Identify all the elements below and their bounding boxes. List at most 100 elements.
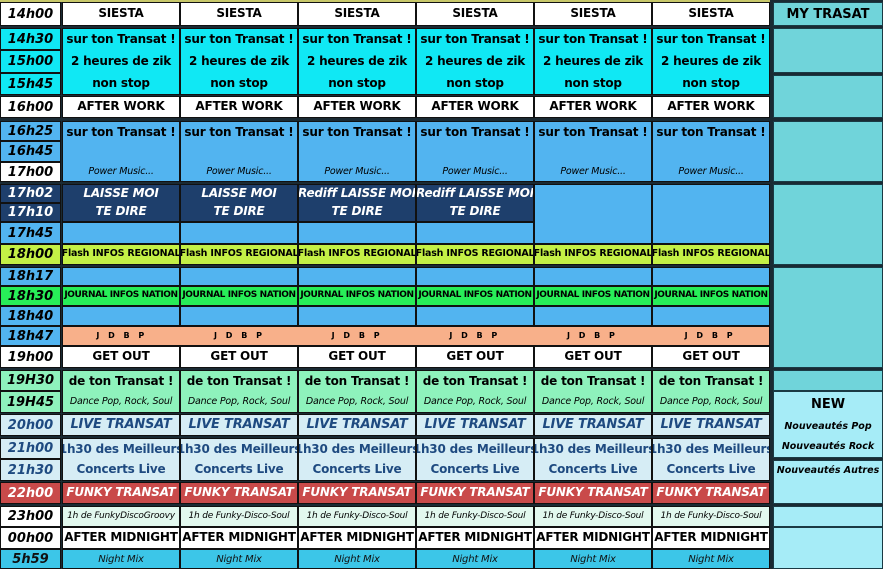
program-block[interactable]: AFTER MIDNIGHT xyxy=(62,527,180,549)
program-block[interactable]: LIVE TRANSAT xyxy=(416,414,534,436)
program-block[interactable]: Flash INFOS REGIONAL xyxy=(416,244,534,265)
program-block[interactable]: LIVE TRANSAT xyxy=(298,414,416,436)
program-block[interactable]: AFTER WORK xyxy=(534,96,652,118)
program-block[interactable] xyxy=(180,306,298,326)
program-block[interactable] xyxy=(416,267,534,286)
program-block[interactable]: de ton Transat ! Dance Pop, Rock, Soul xyxy=(180,370,298,413)
program-block[interactable]: 1h30 des Meilleurs Concerts Live xyxy=(534,438,652,481)
program-block[interactable]: sur ton Transat ! Power Music... xyxy=(180,121,298,182)
program-block[interactable]: FUNKY TRANSAT xyxy=(298,482,416,504)
program-block[interactable]: sur ton Transat ! Power Music... xyxy=(298,121,416,182)
program-block[interactable]: 1h30 des Meilleurs Concerts Live xyxy=(62,438,180,481)
program-block[interactable]: AFTER MIDNIGHT xyxy=(534,527,652,549)
program-block[interactable]: SIESTA xyxy=(62,2,180,26)
program-block[interactable]: 1h de Funky-Disco-Soul xyxy=(180,506,298,527)
program-block[interactable]: de ton Transat ! Dance Pop, Rock, Soul xyxy=(62,370,180,413)
program-block[interactable]: sur ton Transat ! Power Music... xyxy=(62,121,180,182)
program-block[interactable]: sur ton Transat ! Power Music... xyxy=(652,121,770,182)
program-block[interactable]: Night Mix xyxy=(298,549,416,569)
program-block[interactable]: Night Mix xyxy=(180,549,298,569)
program-block[interactable]: GET OUT xyxy=(62,346,180,368)
program-block[interactable]: 1h de Funky-Disco-Soul xyxy=(416,506,534,527)
program-block[interactable]: AFTER MIDNIGHT xyxy=(416,527,534,549)
program-block[interactable]: sur ton Transat ! 2 heures de zik non stop xyxy=(62,28,180,95)
program-block[interactable] xyxy=(62,222,180,244)
program-block[interactable]: AFTER WORK xyxy=(180,96,298,118)
program-block[interactable]: FUNKY TRANSAT xyxy=(416,482,534,504)
program-block[interactable]: SIESTA xyxy=(652,2,770,26)
program-block[interactable]: sur ton Transat ! 2 heures de zik non stop xyxy=(180,28,298,95)
program-block[interactable] xyxy=(534,184,652,244)
program-block[interactable]: AFTER WORK xyxy=(298,96,416,118)
new-item[interactable]: Nouveautés Autres xyxy=(776,465,880,476)
program-block[interactable] xyxy=(652,267,770,286)
program-block[interactable]: JOURNAL INFOS NATION xyxy=(62,286,180,306)
program-block[interactable]: Flash INFOS REGIONAL xyxy=(62,244,180,265)
program-block[interactable] xyxy=(180,222,298,244)
program-block[interactable]: AFTER WORK xyxy=(652,96,770,118)
program-block[interactable]: JOURNAL INFOS NATION xyxy=(298,286,416,306)
program-block[interactable]: FUNKY TRANSAT xyxy=(652,482,770,504)
program-block[interactable]: 1h de FunkyDiscoGroovy xyxy=(62,506,180,527)
program-block[interactable]: 1h de Funky-Disco-Soul xyxy=(534,506,652,527)
new-item[interactable]: Nouveautés Rock xyxy=(781,441,875,453)
program-block[interactable]: SIESTA xyxy=(180,2,298,26)
program-block[interactable]: AFTER WORK xyxy=(62,96,180,118)
program-block[interactable]: JOURNAL INFOS NATION xyxy=(416,286,534,306)
program-block[interactable]: 1h de Funky-Disco-Soul xyxy=(298,506,416,527)
program-block[interactable]: sur ton Transat ! Power Music... xyxy=(416,121,534,182)
program-block[interactable]: SIESTA xyxy=(298,2,416,26)
program-block[interactable]: FUNKY TRANSAT xyxy=(534,482,652,504)
program-block[interactable] xyxy=(180,267,298,286)
program-block[interactable] xyxy=(534,267,652,286)
program-block[interactable]: Flash INFOS REGIONAL xyxy=(180,244,298,265)
program-block[interactable]: 1h de Funky-Disco-Soul xyxy=(652,506,770,527)
program-block[interactable]: AFTER MIDNIGHT xyxy=(180,527,298,549)
program-block[interactable]: LIVE TRANSAT xyxy=(62,414,180,436)
program-block[interactable]: de ton Transat ! Dance Pop, Rock, Soul xyxy=(298,370,416,413)
program-block[interactable]: Flash INFOS REGIONAL xyxy=(534,244,652,265)
program-block[interactable]: GET OUT xyxy=(180,346,298,368)
program-block[interactable]: Flash INFOS REGIONAL xyxy=(652,244,770,265)
program-block[interactable]: sur ton Transat ! 2 heures de zik non stop xyxy=(298,28,416,95)
program-block[interactable]: Night Mix xyxy=(62,549,180,569)
program-block[interactable]: sur ton Transat ! Power Music... xyxy=(534,121,652,182)
program-block[interactable] xyxy=(62,306,180,326)
program-block[interactable] xyxy=(652,306,770,326)
program-block[interactable] xyxy=(62,267,180,286)
program-block[interactable]: GET OUT xyxy=(534,346,652,368)
program-block[interactable]: AFTER MIDNIGHT xyxy=(298,527,416,549)
program-block[interactable] xyxy=(298,306,416,326)
program-block[interactable]: Night Mix xyxy=(416,549,534,569)
program-block[interactable]: LIVE TRANSAT xyxy=(652,414,770,436)
program-block[interactable] xyxy=(416,306,534,326)
program-block[interactable]: AFTER MIDNIGHT xyxy=(652,527,770,549)
program-block[interactable]: SIESTA xyxy=(416,2,534,26)
new-item[interactable]: Nouveautés Pop xyxy=(784,420,872,432)
program-block[interactable]: FUNKY TRANSAT xyxy=(180,482,298,504)
program-block[interactable]: Flash INFOS REGIONAL xyxy=(298,244,416,265)
program-block[interactable]: GET OUT xyxy=(652,346,770,368)
program-block[interactable]: sur ton Transat ! 2 heures de zik non stop xyxy=(534,28,652,95)
program-block[interactable] xyxy=(298,267,416,286)
program-block[interactable]: LIVE TRANSAT xyxy=(534,414,652,436)
program-block[interactable]: de ton Transat ! Dance Pop, Rock, Soul xyxy=(534,370,652,413)
program-block[interactable]: 1h30 des Meilleurs Concerts Live xyxy=(652,438,770,481)
program-block[interactable]: GET OUT xyxy=(416,346,534,368)
program-block[interactable]: Night Mix xyxy=(534,549,652,569)
program-block[interactable]: LIVE TRANSAT xyxy=(180,414,298,436)
program-block[interactable]: 1h30 des Meilleurs Concerts Live xyxy=(180,438,298,481)
program-block[interactable]: JOURNAL INFOS NATION xyxy=(652,286,770,306)
program-block[interactable]: Rediff LAISSE MOI TE DIRE xyxy=(416,184,534,222)
program-block[interactable]: FUNKY TRANSAT xyxy=(62,482,180,504)
program-block[interactable]: de ton Transat ! Dance Pop, Rock, Soul xyxy=(652,370,770,413)
program-block[interactable] xyxy=(652,184,770,244)
program-block[interactable]: SIESTA xyxy=(534,2,652,26)
program-block[interactable] xyxy=(416,222,534,244)
program-block[interactable] xyxy=(534,306,652,326)
program-block[interactable]: 1h30 des Meilleurs Concerts Live xyxy=(416,438,534,481)
program-block[interactable]: LAISSE MOI TE DIRE xyxy=(180,184,298,222)
program-block[interactable]: Night Mix xyxy=(652,549,770,569)
program-block[interactable]: sur ton Transat ! 2 heures de zik non stop xyxy=(416,28,534,95)
